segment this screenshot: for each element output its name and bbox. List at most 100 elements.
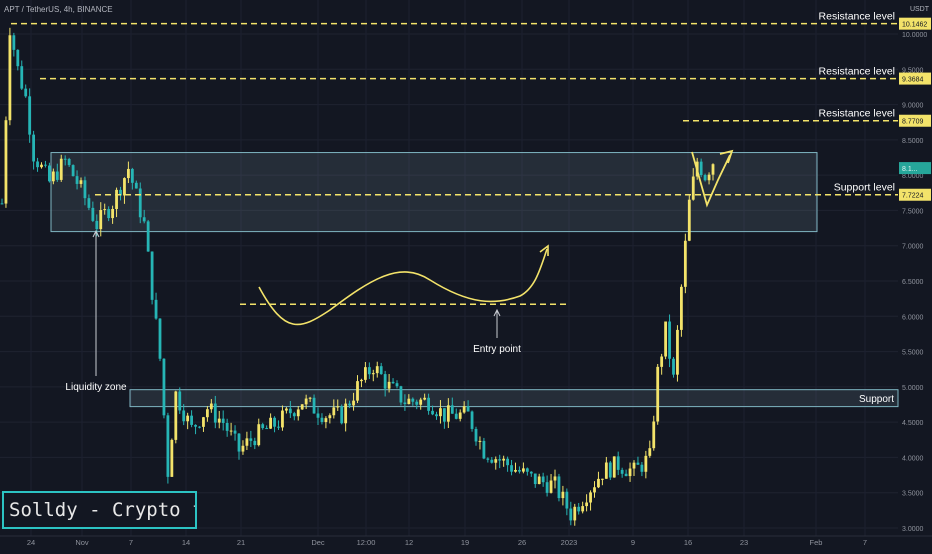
candle-body	[482, 440, 486, 459]
candle-body	[506, 458, 509, 466]
candle-body	[273, 417, 276, 427]
x-tick-label: 14	[182, 538, 190, 547]
candle-body	[40, 164, 43, 168]
candle-body	[691, 176, 695, 200]
candle-body	[652, 421, 656, 449]
candle-body	[277, 426, 280, 428]
candle-body	[194, 424, 197, 427]
y-tick-label: 9.0000	[902, 103, 924, 110]
level-label: Resistance level	[819, 66, 895, 78]
candle-body	[379, 366, 383, 375]
x-tick-label: 7	[863, 538, 867, 547]
candle-body	[676, 329, 679, 375]
candle-body	[435, 414, 438, 417]
candle-body	[553, 476, 557, 481]
candle-body	[648, 448, 652, 456]
entry-arrowhead	[493, 308, 501, 317]
x-tick-label: 2023	[561, 538, 578, 547]
candle-body	[612, 456, 616, 478]
candle-body	[44, 164, 47, 166]
y-tick-label: 7.5000	[902, 208, 924, 215]
candle-body	[541, 476, 545, 483]
y-tick-label: 5.0000	[902, 385, 924, 392]
candle-body	[198, 426, 201, 428]
candle-body	[51, 171, 55, 182]
x-tick-label: 23	[740, 538, 748, 547]
candle-body	[233, 430, 237, 434]
candle-body	[474, 428, 478, 442]
candle-body	[4, 120, 8, 204]
candle-body	[423, 397, 427, 400]
candle-body	[103, 209, 107, 211]
candle-body	[707, 174, 711, 181]
candle-body	[332, 407, 336, 416]
y-tick-label: 4.0000	[902, 455, 924, 462]
price-tag	[899, 188, 931, 201]
candle-body	[498, 459, 502, 461]
candle-body	[166, 415, 170, 477]
candle-body	[162, 358, 166, 416]
candle-body	[514, 469, 517, 472]
candle-body	[71, 165, 75, 177]
candle-body	[490, 459, 494, 463]
candle-body	[20, 66, 24, 89]
candle-body	[123, 178, 126, 196]
candle-body	[99, 209, 103, 230]
x-tick-label: Feb	[810, 538, 823, 547]
candle-body	[312, 397, 316, 414]
price-tag-text: 10.1462	[902, 22, 927, 29]
candle-body	[261, 424, 265, 429]
candle-body	[237, 433, 241, 452]
candle-body	[601, 478, 604, 480]
candle-body	[209, 403, 213, 410]
candle-body	[190, 415, 193, 425]
candle-body	[403, 402, 407, 404]
y-tick-label: 6.0000	[902, 314, 924, 321]
candle-body	[502, 458, 506, 461]
candle-body	[134, 182, 138, 189]
level-label: Resistance level	[819, 108, 895, 120]
x-tick-label: Dec	[311, 538, 325, 547]
candle-body	[577, 506, 581, 512]
candle-body	[360, 379, 363, 382]
candle-body	[28, 96, 32, 135]
candle-body	[75, 176, 79, 184]
candle-body	[79, 180, 83, 184]
candle-body	[154, 299, 158, 319]
candle-body	[344, 403, 348, 424]
candle-body	[604, 462, 608, 479]
candle-body	[640, 464, 644, 472]
candle-body	[545, 482, 549, 493]
candle-body	[367, 367, 371, 375]
y-tick-label: 9.5000	[902, 67, 924, 74]
current-price-text: 8.1...	[902, 166, 918, 173]
candle-body	[229, 430, 233, 432]
x-tick-label: 7	[129, 538, 133, 547]
candle-body	[597, 478, 600, 488]
candle-body	[466, 406, 470, 412]
candle-body	[454, 413, 458, 419]
x-tick-label: 24	[27, 538, 35, 547]
candle-body	[470, 411, 474, 429]
candle-body	[257, 424, 261, 446]
candle-body	[24, 88, 28, 97]
x-tick-label: 26	[518, 538, 526, 547]
candle-body	[636, 462, 640, 465]
price-tag	[899, 114, 931, 127]
candle-body	[593, 487, 596, 493]
candle-body	[632, 462, 636, 469]
candle-body	[407, 398, 411, 404]
candle-body	[115, 189, 118, 209]
y-tick-label: 10.0000	[902, 32, 927, 39]
candle-body	[281, 410, 284, 428]
candle-body	[616, 456, 620, 470]
candle-body	[182, 410, 186, 422]
y-tick-label: 6.5000	[902, 279, 924, 286]
candle-body	[458, 412, 462, 419]
candle-body	[119, 189, 122, 196]
candle-body	[138, 188, 142, 218]
candle-body	[127, 168, 130, 179]
